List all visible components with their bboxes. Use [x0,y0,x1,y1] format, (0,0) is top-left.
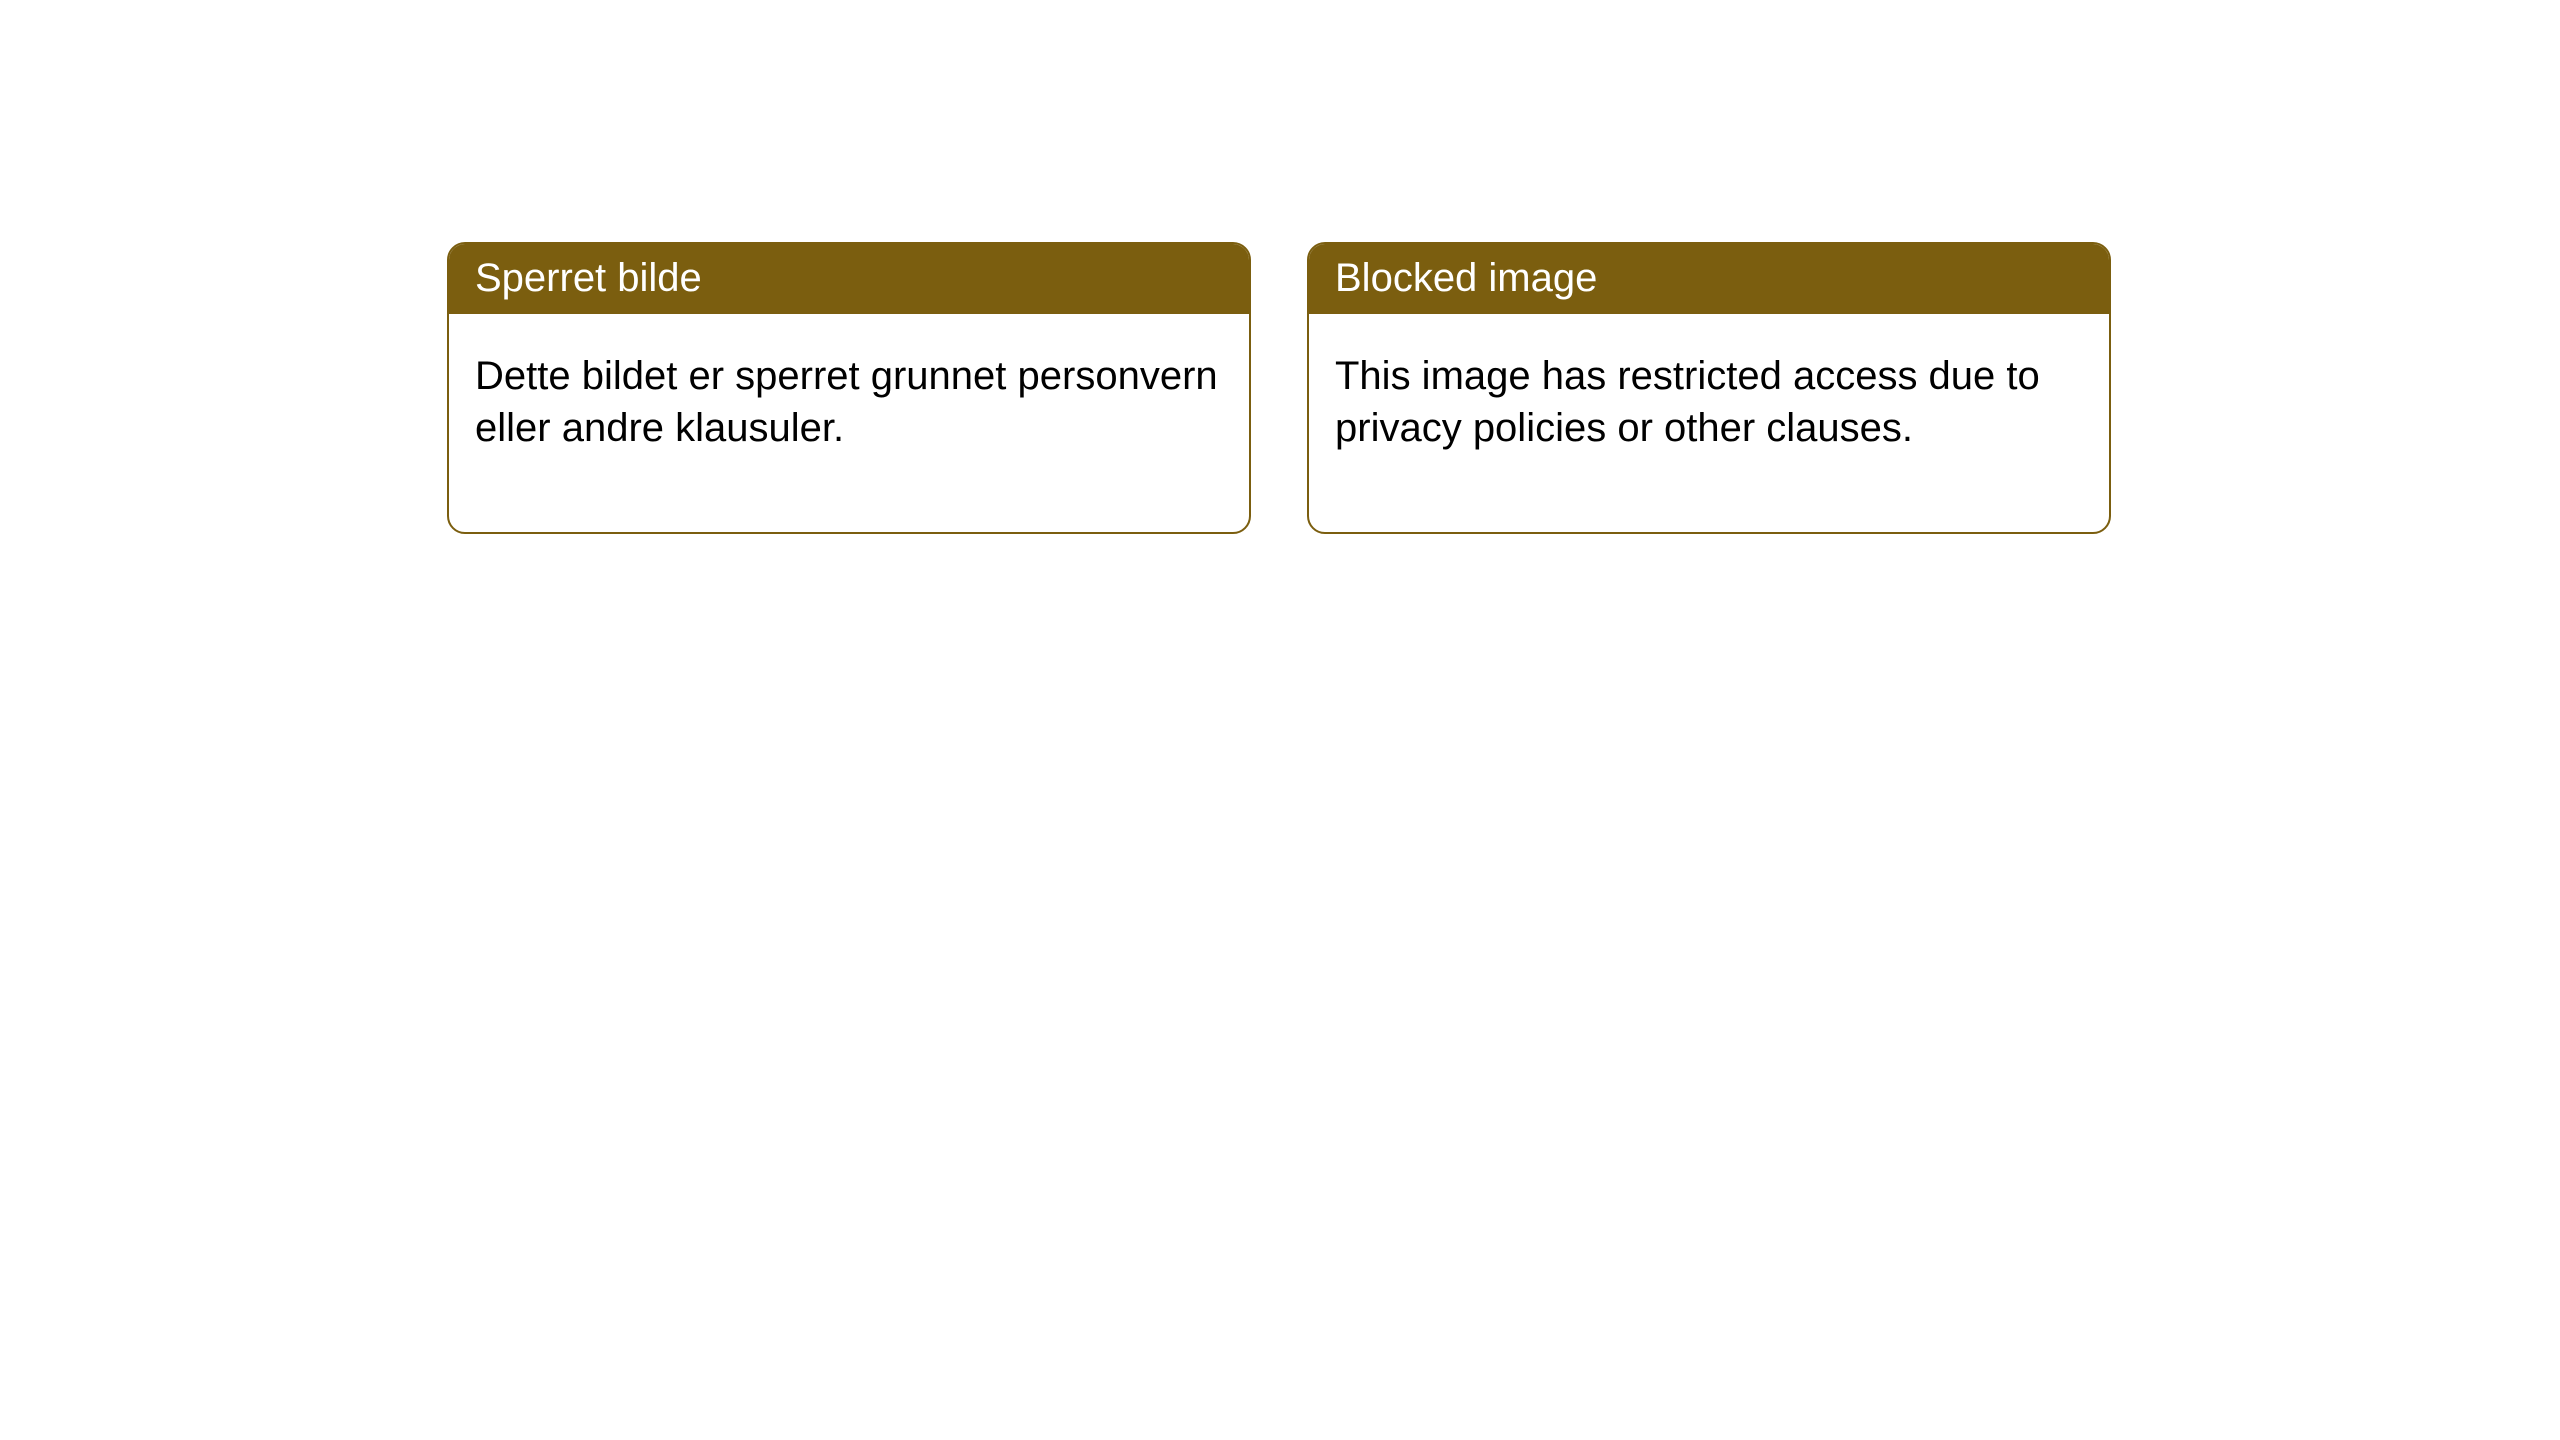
notice-title: Blocked image [1309,244,2109,314]
notices-container: Sperret bilde Dette bildet er sperret gr… [0,0,2560,534]
notice-card-norwegian: Sperret bilde Dette bildet er sperret gr… [447,242,1251,534]
notice-title: Sperret bilde [449,244,1249,314]
notice-body: Dette bildet er sperret grunnet personve… [449,314,1249,532]
notice-card-english: Blocked image This image has restricted … [1307,242,2111,534]
notice-body: This image has restricted access due to … [1309,314,2109,532]
